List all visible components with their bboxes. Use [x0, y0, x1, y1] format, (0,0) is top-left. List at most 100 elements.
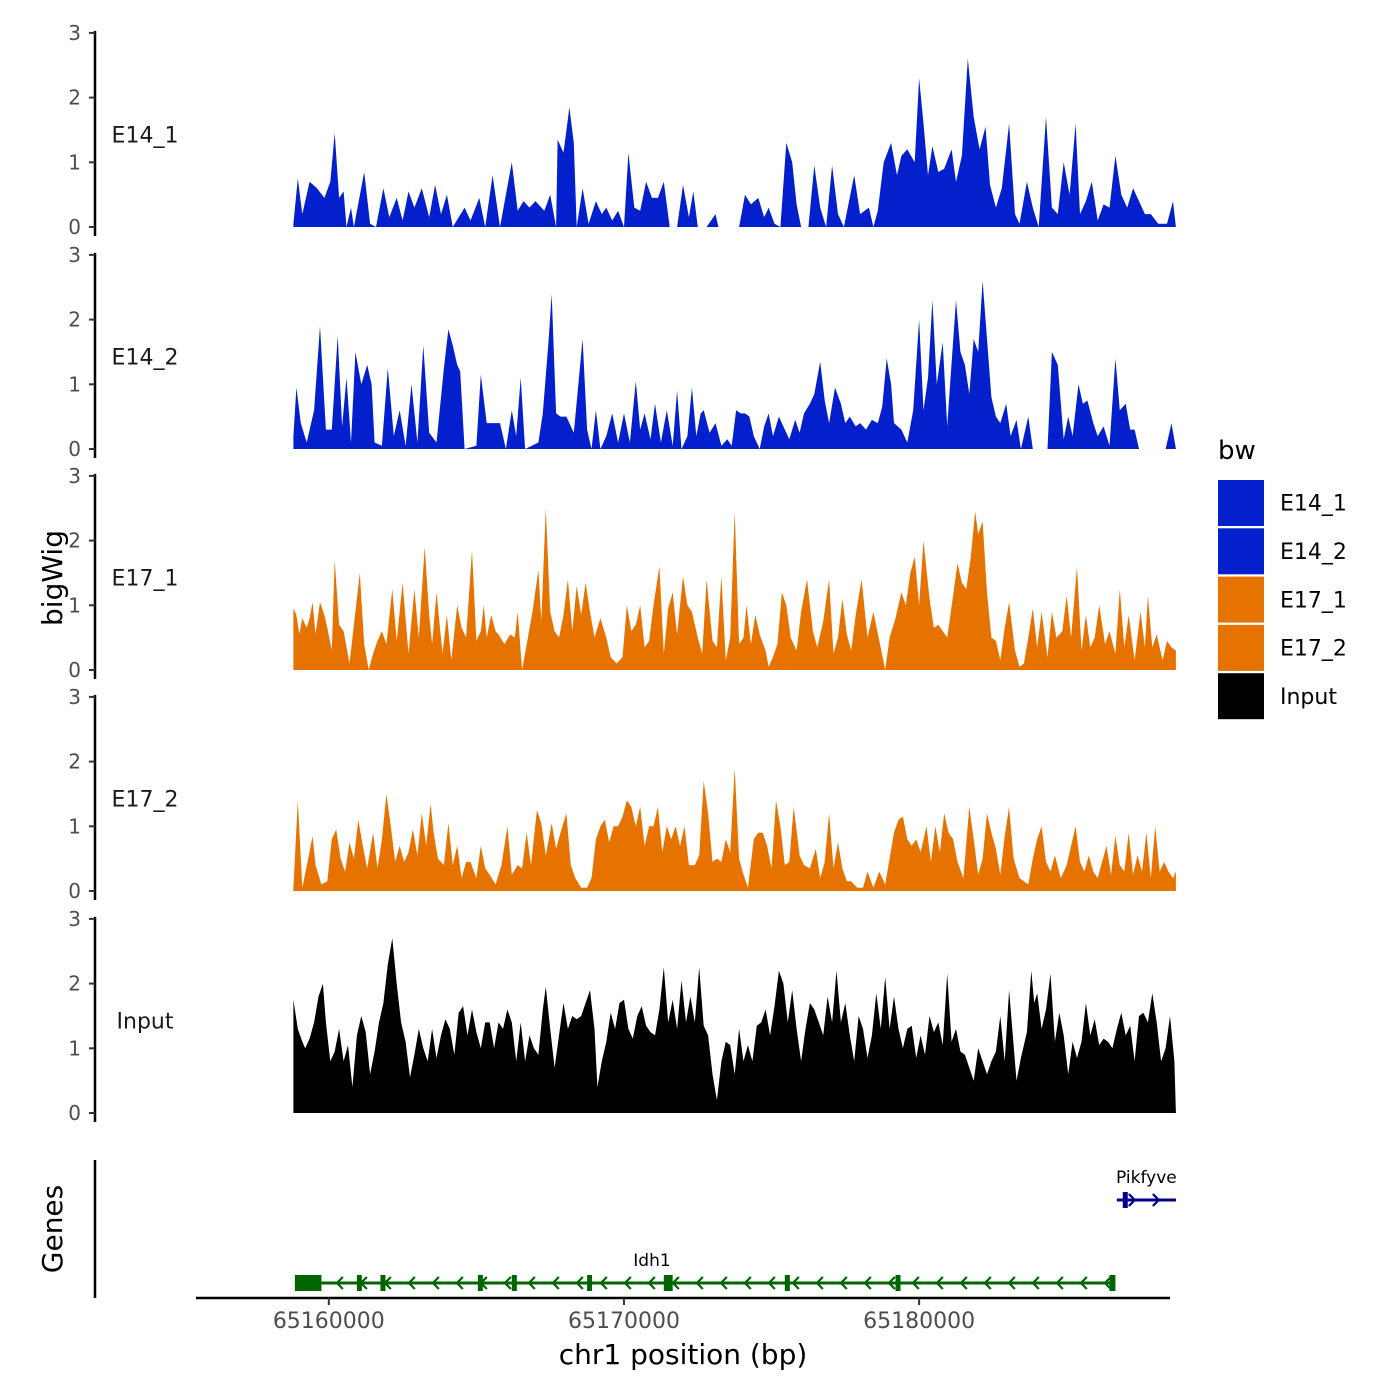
y-tick-label: 3 — [68, 685, 81, 709]
strand-arrow — [815, 1276, 824, 1290]
gene-Pikfyve: Pikfyve — [1116, 1168, 1177, 1208]
x-axis: 65160000 65170000 65180000 — [196, 1296, 1170, 1334]
track-label: E14_1 — [112, 124, 179, 149]
strand-arrow — [695, 1276, 704, 1290]
y-tick-label: 1 — [68, 814, 81, 838]
gene-label: Pikfyve — [1116, 1168, 1177, 1188]
strand-arrow — [1079, 1276, 1088, 1290]
signal-area-E14_1 — [293, 58, 1176, 227]
legend-swatch — [1218, 480, 1264, 526]
legend-swatch — [1218, 576, 1264, 623]
legend-label: E17_2 — [1280, 637, 1347, 662]
y-tick-label: 1 — [68, 150, 81, 174]
genes-axis-title: Genes — [36, 1185, 69, 1273]
strand-arrow — [1007, 1276, 1016, 1290]
gene-label: Idh1 — [633, 1251, 670, 1271]
strand-arrow — [1103, 1276, 1112, 1290]
strand-arrow — [503, 1276, 512, 1290]
track-label: E14_2 — [112, 346, 179, 371]
y-tick-label: 2 — [68, 529, 81, 553]
y-tick-label: 3 — [68, 464, 81, 488]
legend-title: bw — [1218, 436, 1256, 466]
y-tick-label: 3 — [68, 21, 81, 45]
y-tick-label: 3 — [68, 243, 81, 267]
legend: bw E14_1 E14_2 E17_1 E17_2 Input — [1218, 436, 1347, 720]
y-tick-label: 2 — [68, 972, 81, 996]
exon — [1122, 1192, 1128, 1208]
signal-area-E17_1 — [293, 508, 1176, 670]
exon — [663, 1275, 673, 1291]
legend-label: Input — [1280, 685, 1337, 710]
y-tick-label: 3 — [68, 907, 81, 931]
track-E17_2: 0 1 2 3 E17_2 — [68, 685, 1176, 903]
y-tick-label: 0 — [68, 215, 81, 239]
strand-arrow — [647, 1276, 656, 1290]
track-E14_1: 0 1 2 3 E14_1 — [68, 21, 1176, 239]
y-tick-label: 1 — [68, 372, 81, 396]
y-tick-label: 2 — [68, 86, 81, 110]
strand-arrow — [335, 1276, 344, 1290]
exon — [587, 1275, 593, 1291]
y-tick-label: 0 — [68, 1101, 81, 1125]
strand-arrow — [743, 1276, 752, 1290]
legend-entry-E17_1: E17_1 — [1218, 576, 1347, 623]
strand-arrow — [911, 1276, 920, 1290]
track-E17_1: 0 1 2 3 E17_1 — [68, 464, 1176, 682]
track-label: Input — [117, 1010, 174, 1035]
strand-arrow — [407, 1276, 416, 1290]
strand-arrow — [431, 1276, 440, 1290]
y-tick-label: 0 — [68, 658, 81, 682]
legend-swatch — [1218, 624, 1264, 671]
track-label: E17_1 — [112, 567, 179, 592]
strand-arrow — [863, 1276, 872, 1290]
track-E14_2: 0 1 2 3 E14_2 — [68, 243, 1176, 461]
strand-arrow — [983, 1276, 992, 1290]
signal-area-E17_2 — [293, 768, 1176, 891]
strand-arrow — [551, 1276, 560, 1290]
strand-arrow — [767, 1276, 776, 1290]
strand-arrow — [935, 1276, 944, 1290]
y-tick-label: 1 — [68, 593, 81, 617]
exon — [1109, 1275, 1116, 1291]
strand-arrow — [527, 1276, 536, 1290]
gene-Idh1: Idh1 — [294, 1251, 1116, 1291]
strand-arrow — [1031, 1276, 1040, 1290]
strand-arrow — [575, 1276, 584, 1290]
strand-arrow — [719, 1276, 728, 1290]
signal-area-Input — [293, 938, 1176, 1113]
x-tick-label: 65160000 — [273, 1309, 385, 1334]
strand-arrow — [455, 1276, 464, 1290]
track-label: E17_2 — [112, 788, 179, 813]
strand-arrow — [623, 1276, 632, 1290]
exon — [477, 1275, 483, 1291]
x-tick-label: 65180000 — [863, 1309, 975, 1334]
y-tick-label: 2 — [68, 308, 81, 332]
exon — [895, 1275, 901, 1291]
exon — [784, 1275, 790, 1291]
strand-arrow — [791, 1276, 800, 1290]
y-tick-label: 2 — [68, 750, 81, 774]
exon — [380, 1275, 386, 1291]
exon — [356, 1275, 362, 1291]
signal-tracks: 0 1 2 3 E14_1 0 1 2 3 E14_2 0 1 2 3 E17_1 0 1 2 3 E17_2 0 1 2 3… — [68, 21, 1176, 1125]
strand-arrow — [839, 1276, 848, 1290]
x-axis-title: chr1 position (bp) — [559, 1338, 808, 1371]
y-axis-title: bigWig — [36, 530, 69, 626]
strand-arrow — [1152, 1193, 1161, 1207]
legend-entry-E14_1: E14_1 — [1218, 480, 1347, 526]
legend-label: E14_1 — [1280, 492, 1347, 517]
exon — [511, 1275, 517, 1291]
legend-entry-E14_2: E14_2 — [1218, 528, 1347, 575]
legend-entry-E17_2: E17_2 — [1218, 624, 1347, 671]
strand-arrow — [1128, 1193, 1137, 1207]
track-Input: 0 1 2 3 Input — [68, 907, 1176, 1125]
legend-entry-Input: Input — [1218, 673, 1337, 720]
x-tick-label: 65170000 — [568, 1309, 680, 1334]
legend-swatch — [1218, 673, 1264, 720]
y-tick-label: 1 — [68, 1036, 81, 1060]
strand-arrow — [887, 1276, 896, 1290]
y-tick-label: 0 — [68, 437, 81, 461]
exon — [294, 1275, 322, 1291]
legend-label: E17_1 — [1280, 588, 1347, 613]
